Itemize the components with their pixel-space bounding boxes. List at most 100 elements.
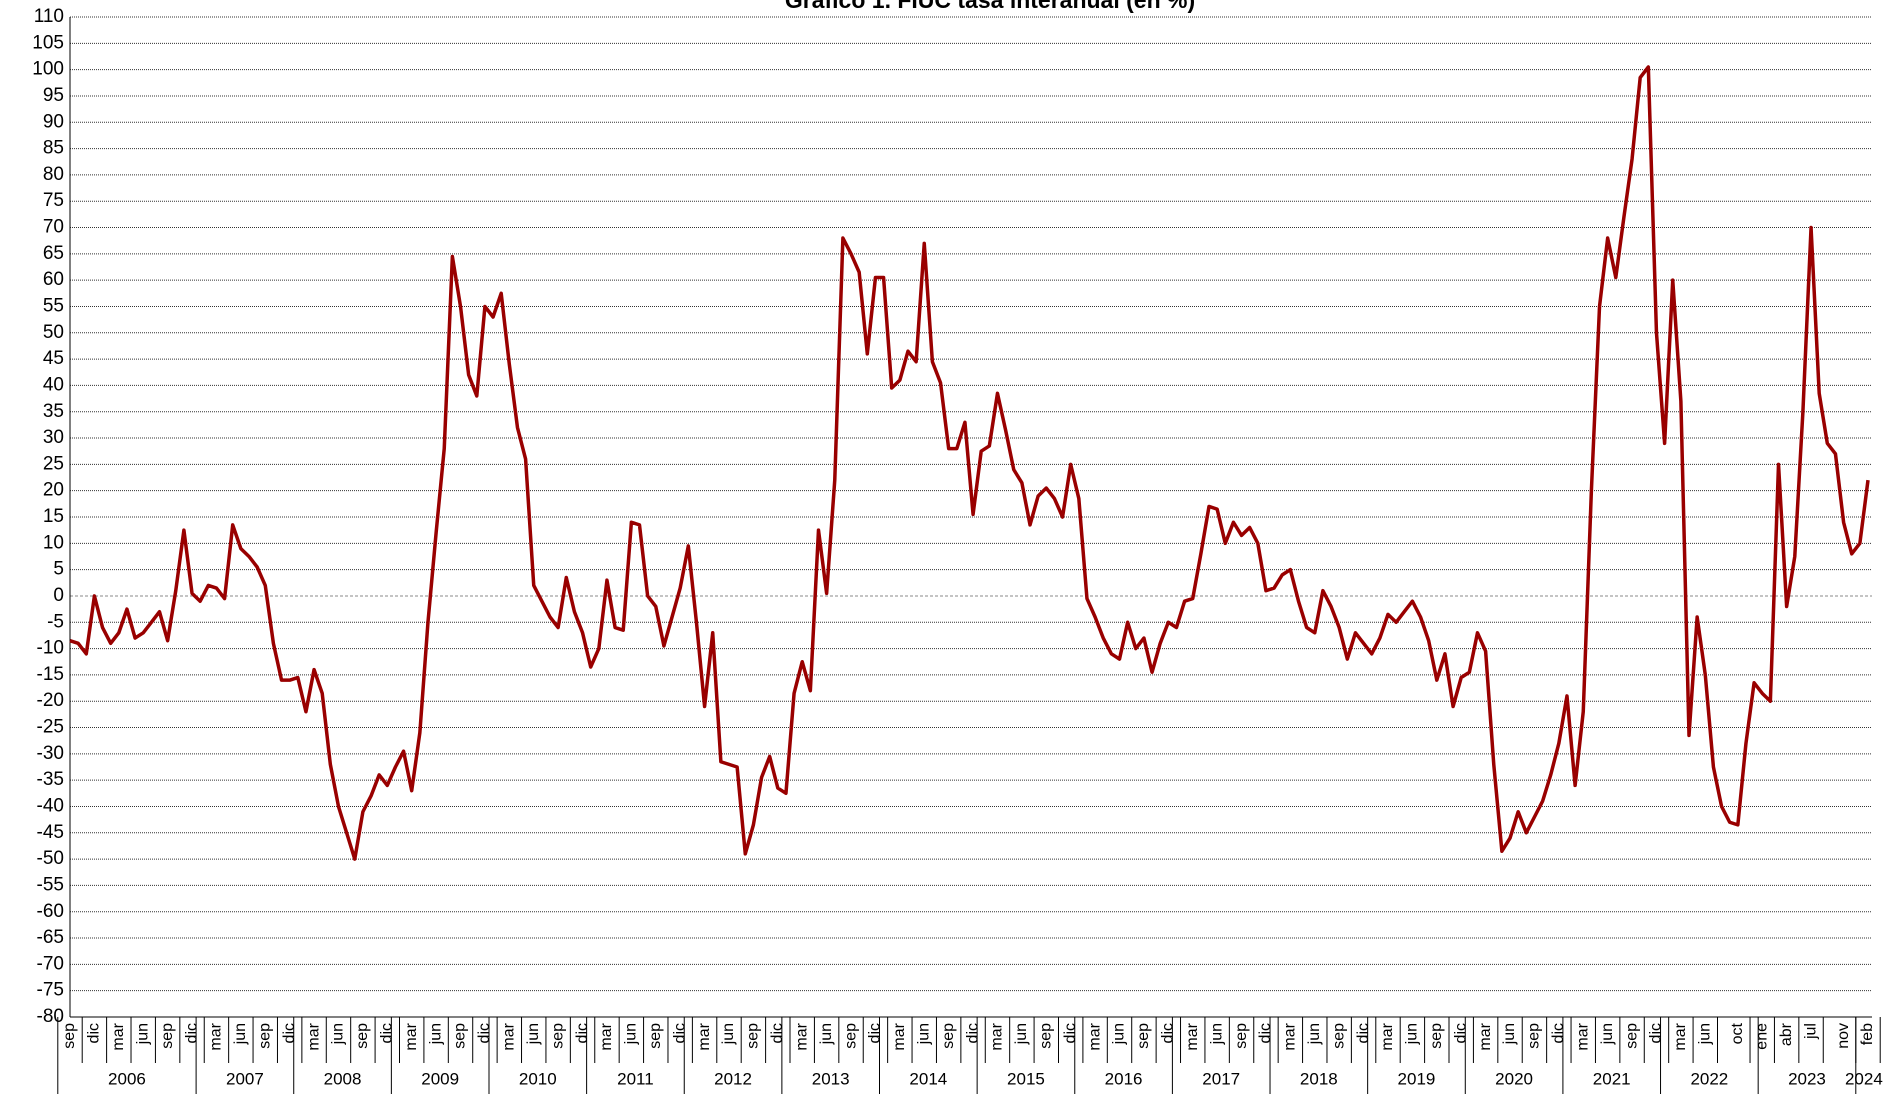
- year-label: 2016: [1105, 1069, 1143, 1088]
- x-tick-label: dic: [183, 1023, 200, 1043]
- x-tick-label: jun: [232, 1023, 249, 1045]
- y-tick-label: 55: [43, 295, 64, 316]
- x-tick-label: mar: [793, 1022, 810, 1050]
- year-label: 2007: [226, 1069, 264, 1088]
- y-tick-label: -20: [37, 690, 64, 711]
- x-tick-label: mar: [1086, 1022, 1103, 1050]
- x-tick-label: jun: [525, 1023, 542, 1045]
- y-tick-label: 45: [43, 348, 64, 369]
- x-tick-label: mar: [208, 1022, 225, 1050]
- x-tick-label: dic: [574, 1023, 591, 1043]
- x-tick-label: jun: [915, 1023, 932, 1045]
- year-label: 2019: [1398, 1069, 1436, 1088]
- y-tick-label: -65: [37, 927, 64, 948]
- x-tick-label: dic: [1648, 1023, 1665, 1043]
- x-tick-label: dic: [1355, 1023, 1372, 1043]
- x-tick-label: sep: [1623, 1023, 1640, 1049]
- x-tick-label: oct: [1729, 1022, 1746, 1044]
- x-tick-label: mar: [1574, 1022, 1591, 1050]
- y-tick-label: -15: [37, 664, 64, 685]
- year-label: 2012: [714, 1069, 752, 1088]
- chart-title: Gráfico 1. FIUC tasa interanual (en %): [785, 0, 1195, 13]
- x-tick-label: jun: [1501, 1023, 1518, 1045]
- x-tick-label: sep: [452, 1023, 469, 1049]
- y-tick-label: 20: [43, 480, 64, 501]
- x-tick-label: sep: [940, 1023, 957, 1049]
- y-tick-label: 60: [43, 269, 64, 290]
- y-tick-label: -75: [37, 980, 64, 1001]
- year-label: 2021: [1593, 1069, 1631, 1088]
- x-tick-label: sep: [549, 1023, 566, 1049]
- x-tick-label: sep: [745, 1023, 762, 1049]
- y-tick-label: -50: [37, 848, 64, 869]
- x-tick-label: sep: [1233, 1023, 1250, 1049]
- x-tick-label: jun: [1599, 1023, 1616, 1045]
- x-tick-label: abr: [1778, 1022, 1795, 1046]
- x-tick-label: sep: [159, 1023, 176, 1049]
- x-tick-label: jun: [1111, 1023, 1128, 1045]
- x-tick-label: dic: [86, 1023, 103, 1043]
- year-label: 2017: [1202, 1069, 1240, 1088]
- y-tick-label: 35: [43, 401, 64, 422]
- y-tick-label: 75: [43, 190, 64, 211]
- x-tick-label: mar: [403, 1022, 420, 1050]
- y-tick-label: 25: [43, 453, 64, 474]
- x-tick-label: mar: [891, 1022, 908, 1050]
- x-tick-label: sep: [354, 1023, 371, 1049]
- x-tick-label: mar: [1672, 1022, 1689, 1050]
- y-tick-label: 90: [43, 111, 64, 132]
- year-label: 2022: [1690, 1069, 1728, 1088]
- x-tick-label: dic: [1452, 1023, 1469, 1043]
- x-tick-label: sep: [256, 1023, 273, 1049]
- y-tick-label: -10: [37, 638, 64, 659]
- year-label: 2008: [324, 1069, 362, 1088]
- y-tick-label: -35: [37, 769, 64, 790]
- x-tick-label: nov: [1835, 1023, 1852, 1049]
- y-tick-label: -60: [37, 901, 64, 922]
- y-tick-label: 85: [43, 138, 64, 159]
- x-tick-label: jun: [818, 1023, 835, 1045]
- y-tick-label: 65: [43, 243, 64, 264]
- x-tick-label: sep: [842, 1023, 859, 1049]
- x-tick-label: mar: [696, 1022, 713, 1050]
- x-tick-label: dic: [769, 1023, 786, 1043]
- x-tick-label: jun: [330, 1023, 347, 1045]
- y-tick-label: -5: [47, 611, 64, 632]
- y-tick-label: 5: [53, 559, 64, 580]
- year-label: 2015: [1007, 1069, 1045, 1088]
- x-tick-label: jun: [1697, 1023, 1714, 1045]
- year-label: 2023: [1788, 1069, 1826, 1088]
- x-tick-label: dic: [867, 1023, 884, 1043]
- x-tick-label: jun: [623, 1023, 640, 1045]
- y-tick-label: 80: [43, 164, 64, 185]
- x-tick-label: jun: [1208, 1023, 1225, 1045]
- x-tick-label: mar: [598, 1022, 615, 1050]
- y-tick-label: -25: [37, 717, 64, 738]
- x-tick-label: sep: [1330, 1023, 1347, 1049]
- x-tick-label: dic: [964, 1023, 981, 1043]
- x-tick-label: mar: [989, 1022, 1006, 1050]
- x-tick-label: dic: [379, 1023, 396, 1043]
- x-tick-label: jun: [134, 1023, 151, 1045]
- x-tick-label: dic: [1062, 1023, 1079, 1043]
- x-tick-label: mar: [501, 1022, 518, 1050]
- x-tick-label: jun: [1306, 1023, 1323, 1045]
- x-tick-label: sep: [1526, 1023, 1543, 1049]
- y-tick-label: 95: [43, 85, 64, 106]
- year-label: 2011: [617, 1069, 654, 1088]
- y-tick-label: 100: [32, 59, 64, 80]
- x-tick-label: jun: [720, 1023, 737, 1045]
- y-tick-label: -45: [37, 822, 64, 843]
- y-tick-label: 50: [43, 322, 64, 343]
- x-tick-label: jul: [1802, 1023, 1819, 1040]
- y-tick-label: -30: [37, 743, 64, 764]
- x-tick-label: jun: [427, 1023, 444, 1045]
- x-tick-label: sep: [647, 1023, 664, 1049]
- y-tick-label: 15: [43, 506, 64, 527]
- y-tick-label: 30: [43, 427, 64, 448]
- x-tick-label: sep: [1428, 1023, 1445, 1049]
- year-label: 2013: [812, 1069, 850, 1088]
- x-tick-label: jun: [1404, 1023, 1421, 1045]
- x-tick-label: mar: [1282, 1022, 1299, 1050]
